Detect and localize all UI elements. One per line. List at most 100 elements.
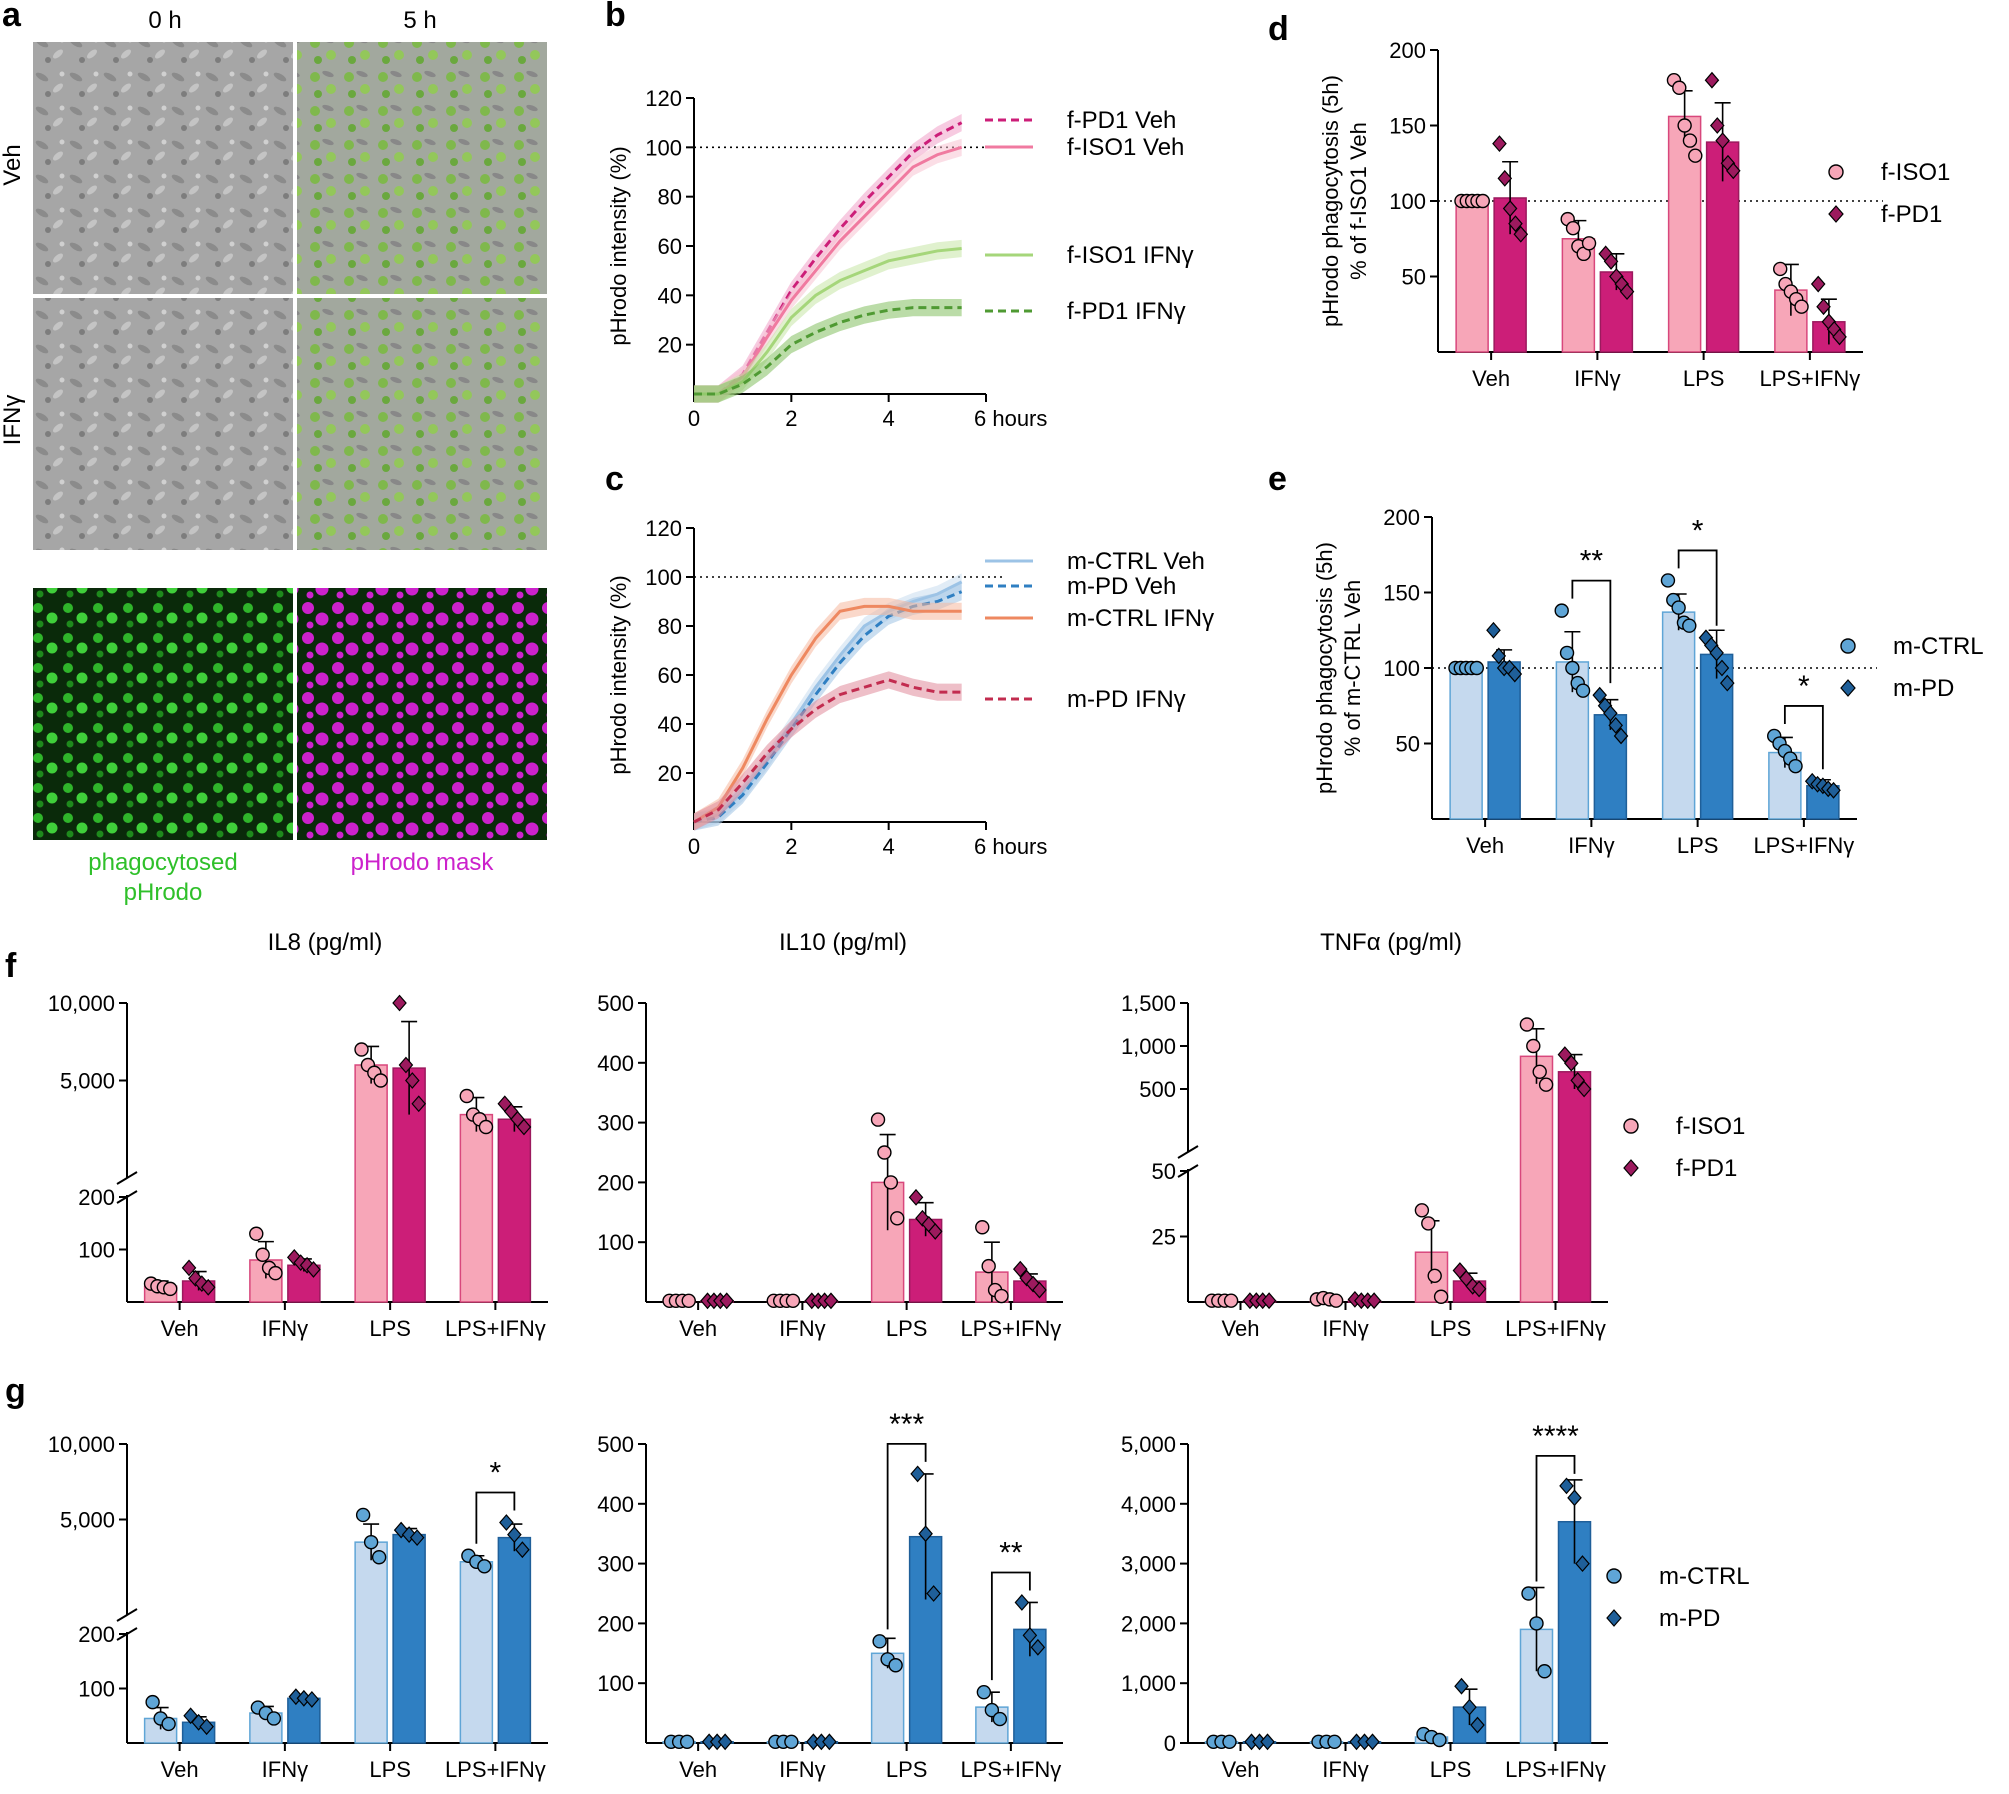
data-point-diamond bbox=[1623, 1159, 1639, 1177]
x-tick-label: LPS bbox=[886, 1316, 928, 1341]
data-point-diamond bbox=[1032, 1281, 1047, 1299]
data-point-diamond bbox=[1714, 659, 1730, 677]
bar-chart-g-tnfa: 0 1,000 2,000 3,000 4,000 5,000 Veh IFNγ LPS LPS+… bbox=[1121, 1420, 1608, 1782]
legend-label: f-PD1 bbox=[1676, 1155, 1737, 1182]
data-point-diamond bbox=[1454, 1677, 1469, 1695]
series-band bbox=[694, 671, 962, 831]
chart-title: IL10 (pg/ml) bbox=[779, 929, 907, 956]
y-tick-label: 40 bbox=[658, 712, 682, 737]
y-tick-label: 60 bbox=[658, 663, 682, 688]
significance-label: ** bbox=[1580, 545, 1604, 578]
data-point-circle bbox=[477, 1559, 492, 1574]
data-point-diamond bbox=[499, 1514, 514, 1531]
data-point-diamond bbox=[1709, 644, 1724, 662]
legend-label: m-CTRL IFNγ bbox=[1067, 605, 1214, 632]
data-point-circle bbox=[266, 1711, 282, 1726]
significance-bracket bbox=[1535, 1454, 1576, 1582]
data-point-diamond bbox=[822, 1733, 837, 1751]
data-point-diamond bbox=[1704, 71, 1720, 89]
data-point-diamond bbox=[507, 1526, 522, 1544]
data-point-diamond bbox=[1840, 679, 1856, 697]
x-tick-label: 4 bbox=[883, 834, 895, 859]
data-point-circle bbox=[785, 1293, 801, 1309]
data-point-diamond bbox=[411, 1095, 427, 1113]
y-tick-label: 5,000 bbox=[60, 1508, 115, 1533]
image-veh-0h bbox=[33, 42, 293, 294]
data-point-circle bbox=[1521, 1586, 1536, 1601]
data-point-diamond bbox=[1564, 1054, 1579, 1072]
data-point-circle bbox=[1606, 1568, 1622, 1584]
x-tick-label: IFNγ bbox=[1322, 1757, 1368, 1782]
data-point-diamond bbox=[1606, 1609, 1622, 1627]
data-point-circle bbox=[161, 1716, 176, 1732]
significance-label: * bbox=[490, 1457, 502, 1490]
data-point-circle bbox=[1554, 603, 1569, 618]
y-axis-label: % of f-ISO1 Veh bbox=[1346, 122, 1371, 280]
x-tick-label: LPS bbox=[1677, 833, 1719, 858]
data-point-diamond bbox=[1261, 1292, 1277, 1310]
data-point-diamond bbox=[926, 1585, 941, 1602]
data-point-circle bbox=[1538, 1077, 1554, 1092]
x-tick-label: 2 bbox=[785, 406, 797, 431]
bar bbox=[497, 1118, 532, 1303]
bar-chart-g-il8: 100 200 5,000 10,000 Veh IFNγ LPS LPS+IFNγ * bbox=[48, 1432, 548, 1782]
y-tick-label: 50 bbox=[1402, 265, 1426, 290]
y-tick-label: 50 bbox=[1152, 1159, 1176, 1184]
x-tick-label: IFNγ bbox=[1322, 1316, 1368, 1341]
significance-bracket bbox=[475, 1491, 516, 1544]
x-tick-label: Veh bbox=[1466, 833, 1504, 858]
legend-label: m-PD Veh bbox=[1067, 573, 1176, 600]
y-tick-label: 5,000 bbox=[1121, 1432, 1176, 1457]
data-point-diamond bbox=[1576, 1080, 1592, 1098]
x-tick-label: 4 bbox=[883, 406, 895, 431]
bar-chart-d: 50 100 150 200 pHrodo phagocytosis (5h)% of … bbox=[1318, 38, 1883, 391]
x-tick-label: LPS+IFNγ bbox=[1505, 1316, 1606, 1341]
data-point-circle bbox=[255, 1247, 270, 1262]
data-point-diamond bbox=[1470, 1716, 1485, 1734]
data-point-diamond bbox=[1709, 117, 1725, 134]
legend-label: f-ISO1 Veh bbox=[1067, 134, 1184, 161]
data-point-circle bbox=[1794, 299, 1809, 314]
bar bbox=[459, 1113, 494, 1303]
data-point-circle bbox=[784, 1734, 799, 1750]
series-band bbox=[694, 138, 962, 403]
data-point-circle bbox=[478, 1119, 494, 1135]
data-point-circle bbox=[1581, 236, 1597, 251]
data-point-circle bbox=[249, 1226, 264, 1241]
data-point-diamond bbox=[1592, 686, 1608, 704]
data-point-circle bbox=[459, 1088, 474, 1104]
x-tick-label: LPS+IFNγ bbox=[1759, 366, 1860, 391]
x-tick-label: Veh bbox=[161, 1757, 199, 1782]
significance-bracket bbox=[1783, 705, 1824, 770]
x-tick-label: IFNγ bbox=[262, 1316, 308, 1341]
y-tick-label: 500 bbox=[597, 991, 634, 1016]
x-tick-label: Veh bbox=[679, 1757, 717, 1782]
y-tick-label: 40 bbox=[658, 283, 682, 308]
data-point-circle bbox=[1788, 758, 1803, 774]
y-tick-label: 100 bbox=[645, 135, 682, 160]
x-tick-label: IFNγ bbox=[779, 1757, 825, 1782]
data-point-circle bbox=[1565, 660, 1580, 676]
bar bbox=[1449, 667, 1483, 820]
x-tick-label: LPS bbox=[1683, 366, 1725, 391]
panel-a-label: a bbox=[2, 0, 22, 34]
series-line bbox=[694, 121, 963, 396]
bar bbox=[1487, 661, 1521, 820]
data-point-circle bbox=[1469, 660, 1484, 676]
x-tick-label: 0 bbox=[688, 834, 700, 859]
data-point-circle bbox=[1682, 618, 1697, 633]
bar-chart-f-il8: 100 200 5,000 10,000 IL8 (pg/ml) Veh IFNγ LPS LP… bbox=[48, 929, 548, 1341]
chart-title: TNFα (pg/ml) bbox=[1320, 929, 1462, 956]
y-tick-label: 200 bbox=[597, 1170, 634, 1195]
x-tick-label: LPS+IFNγ bbox=[1505, 1757, 1606, 1782]
bar bbox=[354, 1541, 388, 1744]
line-chart-b: 20 40 60 80 100 120 0 2 4 6 hours pHrodo intensity… bbox=[606, 86, 1194, 431]
data-point-diamond bbox=[823, 1292, 839, 1310]
data-point-circle bbox=[883, 1175, 899, 1190]
x-tick-label: Veh bbox=[679, 1316, 717, 1341]
panel-f-label: f bbox=[5, 947, 17, 985]
data-point-diamond bbox=[1603, 704, 1618, 722]
y-tick-label: 80 bbox=[658, 614, 682, 639]
bar bbox=[354, 1064, 388, 1303]
y-tick-label: 5,000 bbox=[60, 1069, 115, 1094]
